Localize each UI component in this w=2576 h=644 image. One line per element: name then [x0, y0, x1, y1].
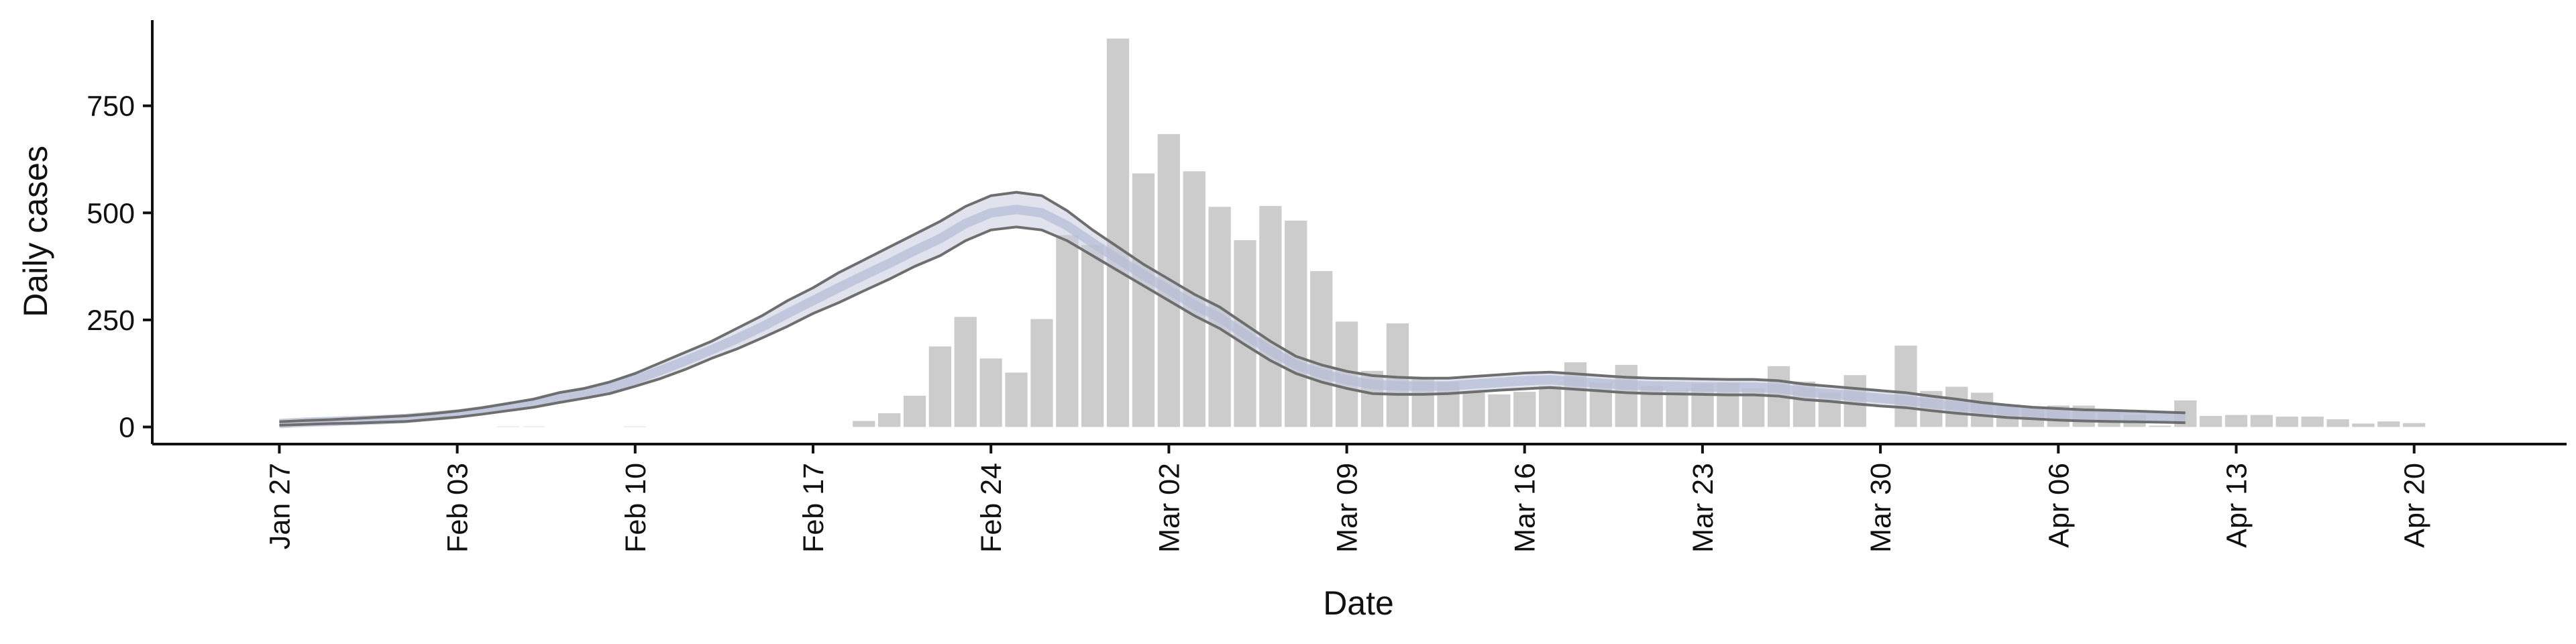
- case-bar: [1539, 386, 1562, 427]
- x-tick-label: Apr 06: [2043, 463, 2075, 548]
- case-bar: [1513, 392, 1536, 427]
- x-tick-label: Mar 02: [1153, 463, 1185, 553]
- x-tick-label: Feb 17: [798, 463, 830, 553]
- x-tick-label: Mar 16: [1509, 463, 1542, 553]
- case-bar: [1488, 394, 1511, 427]
- x-axis-ticks: Jan 27 Feb 03 Feb 10 Feb 17 Feb 24 Mar 02 Mar …: [264, 444, 2431, 553]
- case-bar: [979, 358, 1002, 427]
- x-axis-title: Date: [1323, 584, 1394, 622]
- plot-area: [279, 38, 2426, 429]
- model-lower-line: [279, 225, 2186, 427]
- case-bar: [853, 421, 875, 427]
- case-bar: [1056, 235, 1079, 427]
- case-bar: [1005, 372, 1028, 427]
- x-tick-label: Feb 03: [442, 463, 474, 553]
- case-bar: [1462, 392, 1485, 427]
- x-tick-label: Mar 23: [1687, 463, 1719, 553]
- y-axis-ticks: 0 250 500 750: [87, 91, 152, 444]
- y-tick-label: 0: [119, 412, 135, 444]
- case-bar: [1132, 173, 1155, 427]
- case-bar: [878, 413, 901, 427]
- case-bar: [2224, 415, 2248, 427]
- x-tick-label: Mar 30: [1865, 463, 1897, 553]
- x-tick-label: Mar 09: [1332, 463, 1364, 553]
- case-bar: [2149, 425, 2171, 427]
- case-bar: [1310, 271, 1333, 427]
- y-tick-label: 750: [87, 91, 135, 123]
- case-bar: [928, 346, 951, 427]
- case-bar: [1259, 206, 1282, 427]
- model-median-line: [279, 205, 2186, 429]
- case-bar: [1894, 345, 1917, 427]
- case-bar: [1615, 364, 1638, 427]
- observed-cases-bars: [496, 38, 2426, 427]
- x-tick-label: Feb 10: [620, 463, 652, 553]
- axes: 0 250 500 750 Jan 27 Feb 03 Feb 10 Feb 17 Feb 2…: [87, 20, 2567, 553]
- x-tick-label: Feb 24: [975, 463, 1008, 553]
- x-tick-label: Apr 13: [2221, 463, 2253, 548]
- case-bar: [1666, 390, 1688, 427]
- y-axis-title: Daily cases: [17, 146, 54, 317]
- y-tick-label: 500: [87, 197, 135, 229]
- case-bar: [1285, 220, 1307, 427]
- model-lines: [279, 191, 2186, 427]
- case-bar: [2403, 423, 2426, 427]
- model-band: [279, 192, 2186, 429]
- case-bar: [2377, 421, 2400, 427]
- case-bar: [2301, 417, 2324, 427]
- case-bar: [2352, 423, 2375, 427]
- case-bar: [2275, 417, 2298, 427]
- case-bar: [954, 317, 977, 427]
- case-bar: [903, 395, 926, 427]
- y-tick-label: 250: [87, 305, 135, 337]
- case-bar: [1030, 319, 1053, 427]
- model-upper-line: [279, 191, 2186, 423]
- x-tick-label: Apr 20: [2399, 463, 2431, 548]
- case-bar: [2200, 415, 2222, 427]
- case-bar: [1081, 245, 1104, 427]
- case-bar: [2250, 415, 2273, 427]
- case-bar: [1386, 323, 1409, 427]
- case-bar: [2326, 419, 2349, 427]
- x-tick-label: Jan 27: [264, 463, 296, 549]
- case-bar: [1106, 38, 1130, 427]
